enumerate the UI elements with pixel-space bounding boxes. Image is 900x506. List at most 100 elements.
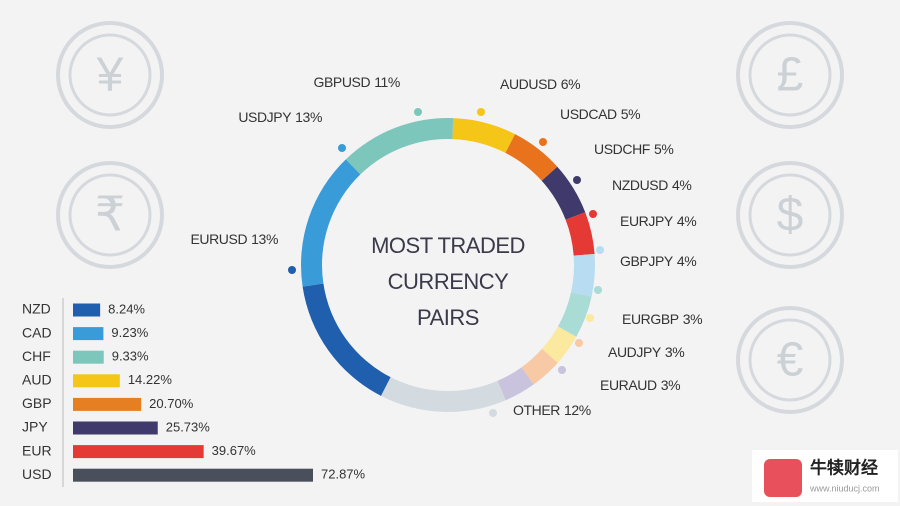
bar — [73, 445, 204, 459]
category-label: AUDUSD — [500, 76, 557, 92]
donut-segment — [541, 166, 586, 220]
bar — [73, 397, 142, 411]
watermark-logo — [764, 459, 802, 497]
category-label: EURUSD — [190, 231, 247, 247]
label-dot — [589, 210, 597, 218]
icon-ring — [68, 173, 152, 257]
value-label: 5% — [621, 106, 640, 122]
category-label: JPY — [22, 419, 48, 435]
category-label: AUD — [22, 372, 52, 388]
label-dot — [586, 314, 594, 322]
icon-ring — [748, 173, 832, 257]
donut-segment — [565, 212, 595, 256]
bar — [73, 468, 313, 482]
donut-segment — [380, 377, 506, 413]
category-label: USDCAD — [560, 106, 617, 122]
donut-segment — [302, 283, 391, 396]
segment-label: USDJPY 13% — [238, 109, 322, 125]
icon-ring — [736, 21, 844, 129]
label-dot — [288, 266, 296, 274]
segment-label: AUDUSD 6% — [500, 76, 580, 92]
value-label: 72.87% — [321, 467, 366, 482]
value-label: 4% — [677, 213, 696, 229]
segment-label: USDCAD 5% — [560, 106, 640, 122]
category-label: USD — [22, 466, 52, 482]
label-dot — [489, 409, 497, 417]
value-label: 25.73% — [166, 419, 211, 434]
segment-label: AUDJPY 3% — [608, 344, 684, 360]
icon-symbol: ¥ — [96, 49, 124, 102]
value-label: 39.67% — [212, 443, 257, 458]
label-dot — [558, 366, 566, 374]
value-label: 20.70% — [149, 396, 194, 411]
label-dot — [414, 108, 422, 116]
segment-label: EURJPY 4% — [620, 213, 696, 229]
value-label: 3% — [683, 311, 702, 327]
donut-segment — [521, 348, 558, 385]
donut-segment — [497, 367, 534, 401]
value-label: 9.23% — [111, 325, 148, 340]
icon-symbol: $ — [777, 189, 804, 242]
watermark-url: www.niuducj.com — [809, 483, 880, 493]
value-label: 8.24% — [108, 301, 145, 316]
category-label: USDJPY — [238, 109, 292, 125]
segment-label: GBPUSD 11% — [313, 74, 400, 90]
icon-ring — [736, 161, 844, 269]
icon-symbol: ₹ — [95, 189, 126, 242]
icon-symbol: € — [777, 334, 804, 387]
icon-ring — [748, 318, 832, 402]
category-label: EURAUD — [600, 377, 657, 393]
value-label: 12% — [564, 402, 591, 418]
label-dot — [575, 339, 583, 347]
value-label: 4% — [672, 177, 691, 193]
bar — [73, 421, 158, 435]
category-label: CHF — [22, 348, 51, 364]
donut-segment — [345, 117, 454, 175]
donut-segment — [452, 118, 516, 153]
label-dot — [338, 144, 346, 152]
label-dot — [477, 108, 485, 116]
bar — [73, 327, 104, 341]
donut-segment — [505, 134, 558, 181]
category-label: EUR — [22, 442, 52, 458]
category-label: OTHER — [513, 402, 560, 418]
value-label: 3% — [665, 344, 684, 360]
value-label: 14.22% — [128, 372, 173, 387]
value-label: 5% — [654, 141, 673, 157]
label-dot — [596, 246, 604, 254]
watermark-name: 牛犊财经 — [810, 457, 878, 477]
category-label: NZD — [22, 301, 51, 317]
bar — [73, 303, 101, 317]
donut-segment — [301, 159, 361, 287]
value-label: 9.33% — [112, 349, 149, 364]
watermark: 牛犊财经 www.niuducj.com — [752, 450, 898, 502]
value-label: 13% — [295, 109, 322, 125]
donut-segment — [541, 326, 577, 363]
value-label: 11% — [374, 74, 400, 90]
donut-segment — [571, 254, 595, 297]
segment-label: EURAUD 3% — [600, 377, 680, 393]
category-label: GBPJPY — [620, 253, 674, 269]
icon-ring — [748, 33, 832, 117]
segment-label: OTHER 12% — [513, 402, 591, 418]
category-label: USDCHF — [594, 141, 650, 157]
donut-segment — [557, 292, 592, 337]
icon-ring — [68, 33, 152, 117]
category-label: GBP — [22, 395, 52, 411]
segment-label: EURUSD 13% — [190, 231, 278, 247]
value-label: 6% — [561, 76, 580, 92]
icon-ring — [56, 161, 164, 269]
icon-ring — [736, 306, 844, 414]
value-label: 13% — [251, 231, 278, 247]
value-label: 3% — [661, 377, 680, 393]
label-dot — [539, 138, 547, 146]
icon-symbol: £ — [777, 49, 804, 102]
segment-label: NZDUSD 4% — [612, 177, 691, 193]
segment-label: GBPJPY 4% — [620, 253, 696, 269]
chart-title: MOST TRADED CURRENCY PAIRS — [371, 233, 525, 330]
label-dot — [594, 286, 602, 294]
segment-label: EURGBP 3% — [622, 311, 702, 327]
category-label: NZDUSD — [612, 177, 668, 193]
